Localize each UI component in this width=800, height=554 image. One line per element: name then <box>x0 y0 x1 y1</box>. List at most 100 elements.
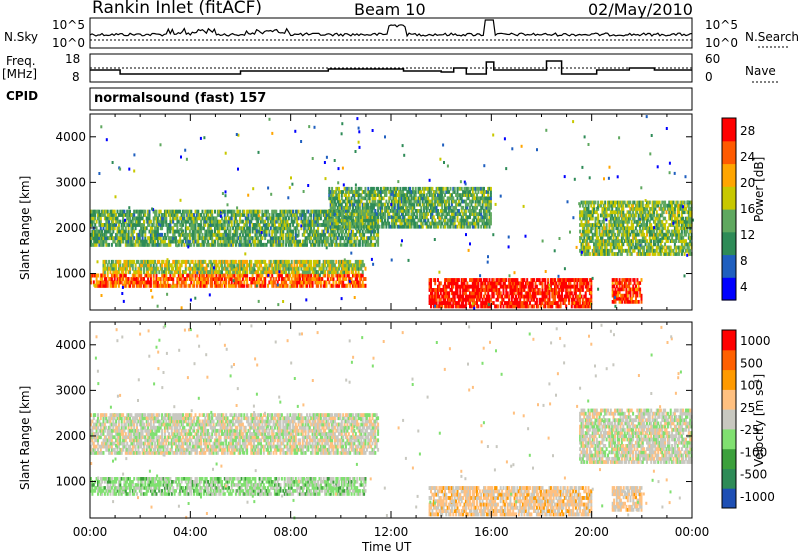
power-cell <box>215 263 218 268</box>
power-cell <box>548 297 551 302</box>
power-cell <box>544 294 547 299</box>
power-cell <box>615 296 618 301</box>
power-cell <box>108 226 111 231</box>
power-cell <box>191 277 194 281</box>
power-cell <box>379 199 382 204</box>
power-cell <box>374 199 377 204</box>
power-cell <box>182 270 184 275</box>
power-cell <box>445 186 448 191</box>
power-cell <box>315 273 318 278</box>
power-cell <box>115 216 118 221</box>
power-cell <box>382 202 385 207</box>
power-cell <box>558 281 561 286</box>
nave-label: Nave <box>745 64 776 78</box>
power-cell <box>577 288 580 292</box>
power-cell <box>361 224 364 229</box>
power-cell <box>122 229 125 234</box>
power-cell <box>427 199 430 204</box>
power-cell <box>276 239 279 244</box>
power-cell <box>632 293 635 298</box>
power-cell <box>411 215 414 220</box>
power-cell <box>279 229 282 234</box>
power-cell <box>241 213 244 217</box>
power-cell <box>280 280 283 285</box>
power-cell <box>481 284 484 289</box>
power-cell <box>435 224 438 229</box>
power-cell <box>313 229 315 234</box>
power-cell <box>117 229 120 234</box>
power-cell <box>131 259 134 264</box>
power-cell <box>98 232 101 237</box>
power-cell <box>234 216 237 221</box>
power-cell <box>110 226 113 231</box>
power-cell <box>262 219 265 224</box>
power-cell <box>243 283 246 288</box>
power-cell <box>123 266 126 271</box>
power-cell <box>228 229 230 234</box>
power-cell <box>257 259 260 264</box>
power-cell <box>108 236 111 241</box>
power-cell <box>229 266 232 271</box>
power-cell <box>358 239 361 244</box>
power-cell <box>625 284 628 289</box>
power-cell <box>437 193 439 197</box>
power-cell <box>430 212 432 216</box>
power-cell <box>363 263 366 268</box>
power-cell <box>321 229 324 234</box>
power-cell <box>215 277 218 281</box>
power-cell <box>307 277 310 281</box>
power-cell <box>425 199 428 204</box>
power-cell <box>102 259 105 264</box>
power-cell <box>103 232 106 237</box>
power-cell <box>208 226 211 231</box>
power-cell <box>209 232 212 237</box>
power-cell <box>134 280 137 285</box>
power-cell <box>342 283 345 288</box>
power-cell <box>456 294 459 299</box>
power-cell <box>308 273 311 278</box>
power-cell <box>396 186 399 191</box>
power-cell <box>269 242 272 247</box>
power-cell <box>340 242 343 247</box>
power-cell <box>116 259 119 264</box>
power-cell <box>246 277 249 281</box>
power-cell <box>317 209 320 214</box>
power-cell <box>314 219 317 224</box>
power-cell <box>480 291 483 296</box>
power-cell <box>109 229 112 234</box>
power-cell <box>576 301 579 305</box>
power-cell <box>130 229 133 234</box>
power-cell <box>161 270 164 275</box>
power-cell <box>166 277 169 281</box>
power-cell <box>116 236 119 241</box>
power-cell <box>331 232 334 237</box>
power-cell <box>331 283 334 288</box>
power-cell <box>315 270 318 275</box>
power-cell <box>124 283 127 288</box>
power-cell <box>618 284 621 289</box>
power-cell <box>353 266 356 271</box>
power-cell <box>379 209 382 213</box>
power-cell <box>184 270 187 275</box>
power-cell <box>152 236 155 241</box>
power-cell <box>333 242 336 247</box>
power-cell <box>322 219 325 224</box>
power-cell <box>296 273 299 278</box>
power-cell <box>197 216 200 221</box>
power-cell <box>143 259 145 264</box>
power-cell <box>622 293 625 298</box>
power-cell <box>467 288 470 292</box>
power-cell <box>280 223 283 227</box>
power-cell <box>155 223 158 227</box>
power-cell <box>241 270 244 275</box>
power-cell <box>442 294 445 299</box>
power-cell <box>228 223 230 227</box>
power-cell <box>484 281 487 286</box>
power-cell <box>434 193 437 197</box>
power-cell <box>269 236 272 241</box>
power-cell <box>450 199 453 204</box>
power-cell <box>347 229 350 234</box>
power-cell <box>126 236 129 241</box>
power-cell <box>172 216 175 221</box>
power-cell <box>145 283 148 288</box>
